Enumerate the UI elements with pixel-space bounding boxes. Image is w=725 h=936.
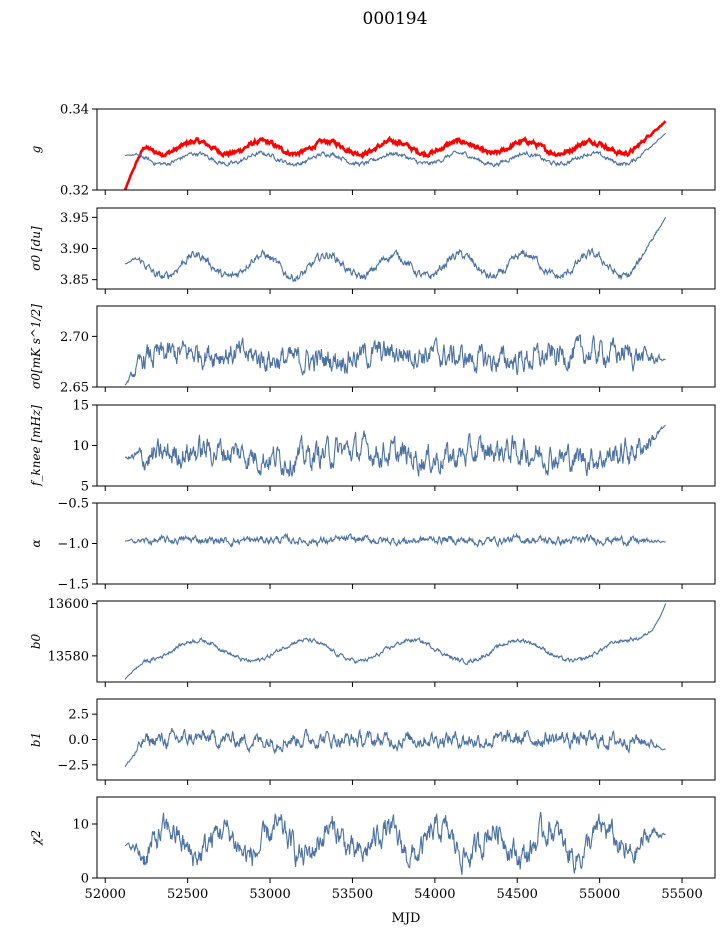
panel-1: 0.32 0.34 g [29, 103, 716, 199]
panel-2-frame [96, 207, 716, 290]
panel-7-series-1 [124, 727, 666, 768]
panel-2-ylabel: σ0 [du] [29, 226, 43, 271]
panel-2: 3.85 3.90 3.95 σ0 [du] [29, 207, 716, 294]
panel-2-ytick-label: 3.90 [60, 242, 89, 257]
panel-6-frame [96, 600, 716, 683]
panel-5-frame [96, 502, 716, 585]
panel-1-ytick-label: 0.32 [60, 184, 89, 199]
panel-8-frame [96, 796, 716, 879]
panel-6-ytick-label: 13600 [48, 597, 89, 612]
panel-4-ylabel: f_knee [mHz] [29, 405, 43, 487]
xtick-label: 52500 [167, 887, 208, 902]
xtick-label: 54500 [497, 887, 538, 902]
panel-6: 13580 13600 b0 [29, 597, 716, 687]
figure-title: 000194 [363, 9, 428, 29]
xtick-label: 53500 [332, 887, 373, 902]
xtick-label: 53000 [249, 887, 290, 902]
panel-8: 0 10 χ2 [29, 796, 716, 887]
panel-1-frame [96, 108, 716, 191]
panel-3-ytick-label: 2.65 [60, 381, 89, 396]
panel-5-ytick-label: −1.0 [57, 537, 89, 552]
panel-3-frame [96, 305, 716, 388]
panel-2-ytick-label: 3.85 [60, 273, 89, 288]
panel-3: 2.65 2.70 σ0[mK s^1/2] [29, 304, 716, 396]
panel-1-ytick-label: 0.34 [60, 103, 89, 118]
panel-7-ylabel: b1 [29, 732, 43, 747]
panel-5: −1.5 −1.0 −0.5 α [29, 497, 716, 593]
panel-8-ytick-label: 0 [81, 872, 89, 887]
panel-1-series-1 [123, 120, 667, 190]
panel-4-frame [96, 404, 716, 487]
xtick-label: 55500 [661, 887, 702, 902]
x-axis-label: MJD [392, 911, 421, 926]
panel-8-ytick-label: 10 [72, 818, 89, 833]
panel-5-series-1 [125, 532, 666, 548]
panel-6-series-1 [124, 603, 667, 680]
panel-8-series-1 [124, 811, 666, 875]
panel-3-ylabel: σ0[mK s^1/2] [29, 304, 43, 389]
panel-4-ytick-label: 10 [72, 439, 89, 454]
panel-2-series-1 [124, 217, 667, 283]
xtick-label: 54000 [414, 887, 455, 902]
panel-4-ytick-label: 5 [81, 480, 89, 495]
panels: 0.32 0.34 g 3.85 3.90 3.95 σ0 [du] 2.65 2.70 σ0[m… [29, 103, 716, 887]
panel-6-ylabel: b0 [29, 633, 43, 649]
panel-4-series-1 [124, 424, 666, 478]
panel-1-series-2 [124, 132, 666, 168]
panel-5-ytick-label: −1.5 [57, 578, 89, 593]
panel-3-ytick-label: 2.70 [60, 330, 89, 345]
panel-7-ytick-label: −2.5 [57, 758, 89, 773]
panel-2-ytick-label: 3.95 [60, 211, 89, 226]
panel-1-ylabel: g [29, 145, 43, 153]
panel-6-ytick-label: 13580 [48, 649, 89, 664]
panel-7: −2.5 0.0 2.5 b1 [29, 698, 716, 785]
panel-4-ytick-label: 15 [72, 399, 89, 414]
panel-5-ytick-label: −0.5 [57, 497, 89, 512]
panel-8-ylabel: χ2 [29, 830, 43, 846]
panel-7-ytick-label: 0.0 [68, 733, 89, 748]
xtick-label: 52000 [85, 887, 126, 902]
panel-5-ylabel: α [29, 539, 43, 547]
xtick-label: 55000 [579, 887, 620, 902]
panel-4: 5 10 15 f_knee [mHz] [29, 399, 716, 495]
panel-7-ytick-label: 2.5 [68, 708, 89, 723]
x-axis: 52000 52500 53000 53500 54000 54500 55000 55500 [85, 887, 703, 902]
panel-3-series-1 [124, 334, 666, 386]
